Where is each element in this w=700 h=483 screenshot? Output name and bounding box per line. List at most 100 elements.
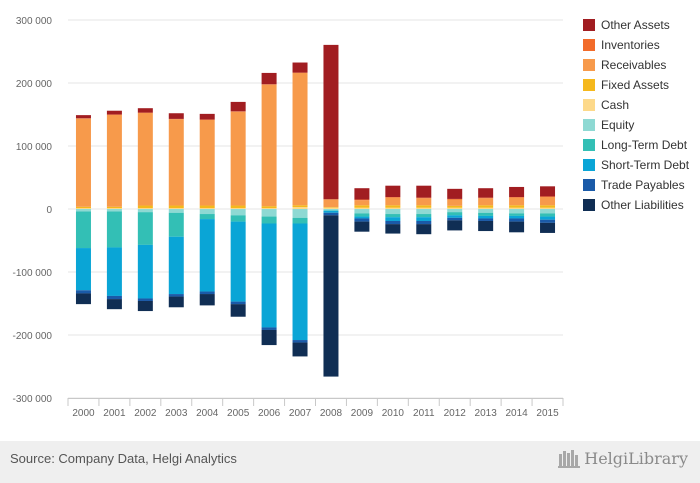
- legend-swatch: [583, 139, 595, 151]
- bar-segment: [540, 186, 556, 197]
- bar-segment: [354, 209, 370, 214]
- x-tick-label: 2012: [444, 408, 467, 419]
- bar-segment: [230, 209, 246, 216]
- bar-segment: [261, 209, 277, 217]
- bar-segment: [137, 212, 153, 245]
- bar-segment: [323, 199, 339, 208]
- bar-segment: [354, 188, 370, 200]
- bar-segment: [168, 205, 184, 209]
- bar-segment: [168, 209, 184, 213]
- x-tick-label: 2004: [196, 408, 219, 419]
- brand-name: HelgiLibrary: [584, 448, 688, 468]
- bar-segment: [540, 207, 556, 209]
- bar-segment: [261, 223, 277, 328]
- x-tick-label: 2011: [413, 408, 435, 419]
- bar-segment: [168, 236, 184, 295]
- bar-segment: [416, 197, 432, 199]
- bar-segment: [199, 291, 215, 295]
- bar-segment: [354, 200, 370, 206]
- bar-segment: [137, 244, 153, 299]
- bar-segment: [137, 209, 153, 213]
- bar-segment: [354, 216, 370, 219]
- bar-segment: [75, 115, 91, 119]
- bar-segment: [261, 208, 277, 209]
- bar-segment: [292, 207, 308, 209]
- bar-segment: [385, 197, 401, 206]
- bar-segment: [540, 216, 556, 220]
- balance-sheet-chart: 300 000 200 000 100 000 0 -100 000 -200 000 -3…: [13, 16, 690, 419]
- bar-segment: [137, 108, 153, 113]
- bar-segment: [354, 205, 370, 208]
- bar-segment: [230, 205, 246, 209]
- bar-segment: [540, 196, 556, 198]
- legend-label: Long-Term Debt: [601, 138, 688, 152]
- legend-label: Cash: [601, 98, 629, 112]
- bar-segment: [478, 205, 494, 208]
- brand-logo[interactable]: HelgiLibrary: [558, 448, 688, 468]
- bar-segment: [354, 213, 370, 217]
- bar-segment: [292, 342, 308, 357]
- bar-segment: [509, 221, 525, 233]
- x-tick-label: 2010: [382, 408, 405, 419]
- x-tick-label: 2008: [320, 408, 343, 419]
- bar-segment: [385, 197, 401, 198]
- bar-segment: [447, 188, 463, 199]
- bar-segment: [292, 217, 308, 224]
- bar-segment: [385, 214, 401, 218]
- legend-swatch: [583, 79, 595, 91]
- legend-swatch: [583, 59, 595, 71]
- bar-segment: [323, 207, 339, 208]
- bar-segment: [75, 248, 91, 291]
- legend-label: Other Liabilities: [601, 198, 684, 212]
- bar-segment: [354, 199, 370, 201]
- legend-swatch: [583, 39, 595, 51]
- bar-segment: [168, 296, 184, 308]
- bar-segment: [540, 222, 556, 233]
- bar-segment: [75, 290, 91, 294]
- x-tick-label: 2015: [536, 408, 559, 419]
- bar-segment: [230, 208, 246, 209]
- bar-segment: [323, 215, 339, 377]
- legend-swatch: [583, 199, 595, 211]
- bar-segment: [199, 208, 215, 209]
- bar-segment: [75, 206, 91, 209]
- bar-segment: [168, 212, 184, 237]
- bar-segment: [540, 209, 556, 214]
- bar-segment: [199, 209, 215, 215]
- bar-segment: [416, 185, 432, 198]
- bar-segment: [416, 220, 432, 225]
- bar-segment: [230, 111, 246, 206]
- bar-segment: [137, 208, 153, 209]
- legend-label: Trade Payables: [601, 178, 685, 192]
- legend-label: Receivables: [601, 58, 666, 72]
- x-tick-label: 2006: [258, 408, 281, 419]
- bar-segment: [509, 215, 525, 219]
- bar-segment: [478, 197, 494, 199]
- bar-segment: [540, 205, 556, 208]
- bar-segment: [478, 207, 494, 209]
- bar-segment: [261, 329, 277, 346]
- bar-segment: [199, 219, 215, 292]
- bar-segment: [230, 101, 246, 112]
- bar-segment: [385, 207, 401, 209]
- bar-segment: [323, 210, 339, 213]
- bar-segment: [106, 206, 122, 209]
- bar-segment: [509, 186, 525, 198]
- bar-segment: [168, 119, 184, 206]
- bar-segment: [75, 293, 91, 305]
- bar-segment: [540, 219, 556, 223]
- library-icon: [558, 450, 581, 468]
- bar-segment: [478, 212, 494, 216]
- bar-segment: [416, 207, 432, 209]
- bar-segment: [478, 215, 494, 219]
- bar-segment: [261, 216, 277, 224]
- y-tick-label: -300 000: [13, 394, 53, 405]
- bar-segment: [478, 220, 494, 232]
- bar-segment: [385, 220, 401, 225]
- bar-segment: [261, 327, 277, 330]
- bar-segment: [385, 209, 401, 215]
- bar-segment: [385, 217, 401, 221]
- bar-segment: [323, 44, 339, 200]
- bar-segment: [292, 223, 308, 341]
- legend-swatch: [583, 99, 595, 111]
